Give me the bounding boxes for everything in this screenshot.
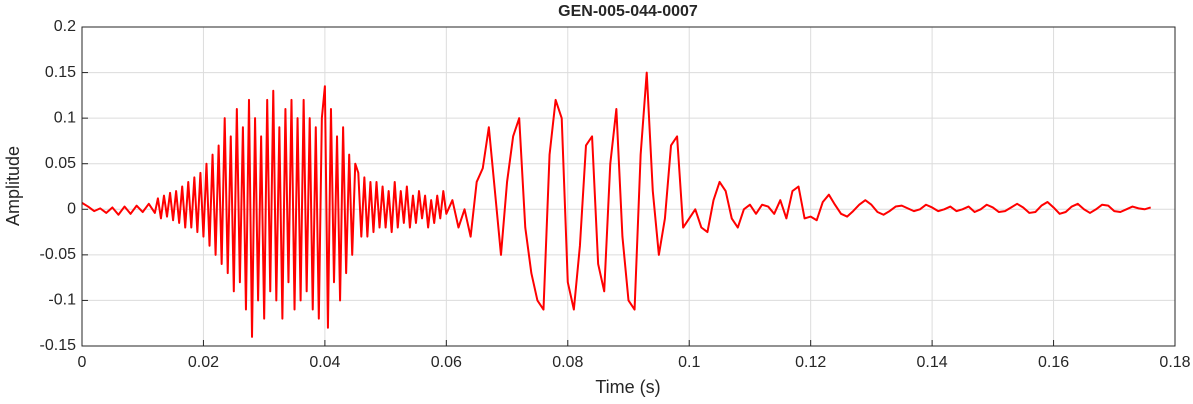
x-tick-label: 0.16 xyxy=(1038,354,1069,371)
x-tick-label: 0 xyxy=(78,354,87,371)
x-tick-label: 0.18 xyxy=(1159,354,1190,371)
y-tick-label: 0 xyxy=(67,201,76,218)
plot-border xyxy=(81,26,1176,347)
y-tick-label: 0.15 xyxy=(45,64,76,81)
y-tick-label: 0.1 xyxy=(54,109,76,126)
y-tick-label: -0.15 xyxy=(40,337,77,354)
x-tick-label: 0.02 xyxy=(188,354,219,371)
data-line xyxy=(81,71,1151,338)
y-axis-label: Amplitude xyxy=(3,146,23,226)
chart-title: GEN-005-044-0007 xyxy=(558,3,698,20)
y-tick-label: -0.05 xyxy=(40,246,77,263)
x-axis-label: Time (s) xyxy=(595,377,660,397)
y-tick-label: 0.05 xyxy=(45,155,76,172)
x-tick-label: 0.08 xyxy=(552,354,583,371)
x-tick-label: 0.14 xyxy=(917,354,948,371)
y-tick-label: 0.2 xyxy=(54,18,76,35)
x-tick-label: 0.04 xyxy=(309,354,340,371)
y-tick-label: -0.1 xyxy=(48,292,76,309)
x-tick-label: 0.1 xyxy=(678,354,700,371)
x-tick-label: 0.06 xyxy=(431,354,462,371)
x-tick-label: 0.12 xyxy=(795,354,826,371)
